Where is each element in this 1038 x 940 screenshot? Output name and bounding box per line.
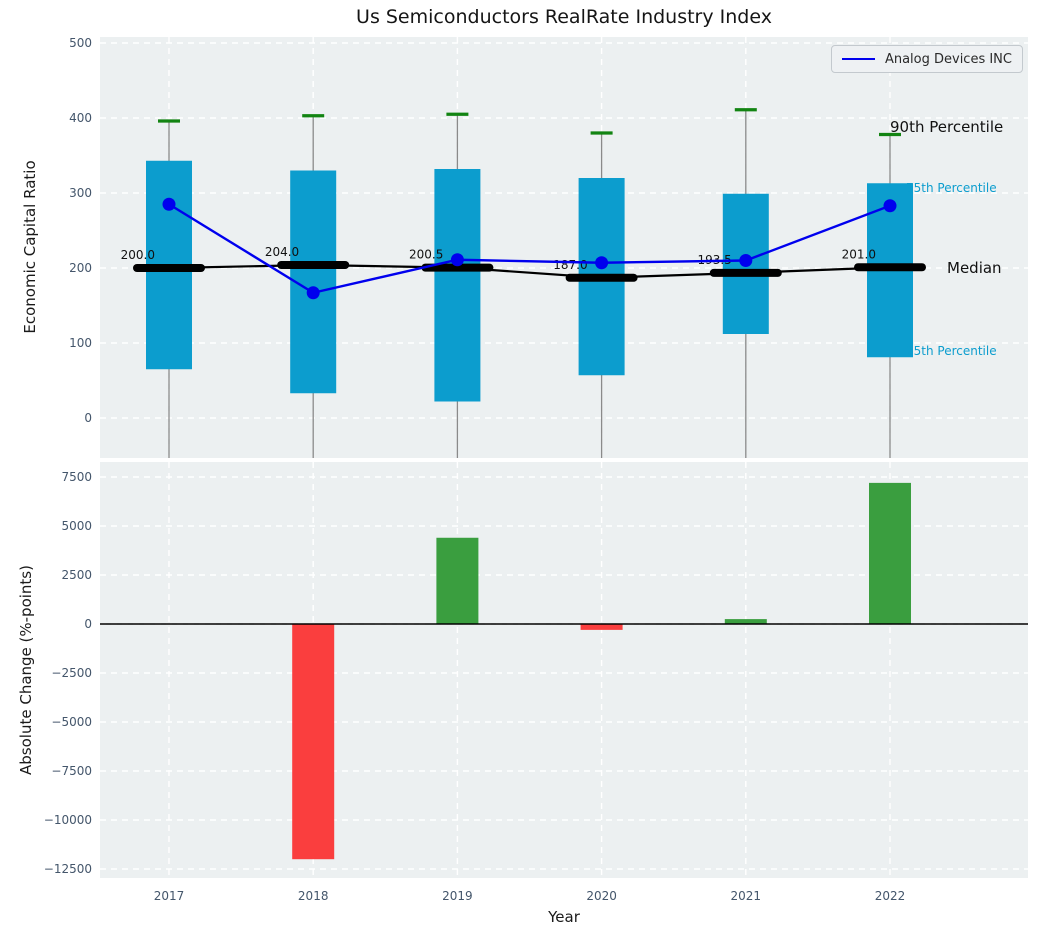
bar-2021 — [724, 619, 767, 624]
median-value-label: 200.5 — [409, 248, 443, 262]
chart-title: Us Semiconductors RealRate Industry Inde… — [356, 6, 772, 28]
annotation-median: Median — [947, 259, 1002, 277]
xtick-label: 2017 — [154, 889, 185, 903]
analog-devices-line — [168, 203, 891, 295]
ytick-top: 500 — [69, 36, 92, 50]
bar-2019 — [436, 537, 479, 624]
legend-label: Analog Devices INC — [884, 51, 1012, 67]
legend-line-sample — [842, 58, 875, 60]
xtick-label: 2022 — [875, 889, 906, 903]
xlabel: Year — [548, 908, 580, 926]
analog-devices-marker — [450, 253, 464, 267]
analog-devices-marker — [162, 197, 176, 211]
box-2018 — [290, 170, 337, 394]
xtick-label: 2018 — [298, 889, 329, 903]
median-value-label: 201.0 — [842, 247, 876, 261]
ylabel-top: Economic Capital Ratio — [21, 160, 39, 334]
annotation-90th-percentile: 90th Percentile — [890, 118, 1004, 136]
xtick-label: 2020 — [586, 889, 617, 903]
ytick-top: 100 — [69, 336, 92, 350]
analog-devices-marker — [595, 256, 609, 270]
median-value-label: 187.0 — [553, 258, 587, 272]
ytick-bottom: −2500 — [51, 666, 92, 680]
ytick-bottom: −5000 — [51, 715, 92, 729]
annotation-75th-percentile: 75th Percentile — [906, 181, 997, 195]
ytick-bottom: 5000 — [61, 519, 92, 533]
xtick-label: 2021 — [731, 889, 762, 903]
ytick-top: 300 — [69, 186, 92, 200]
xtick-label: 2019 — [442, 889, 473, 903]
ytick-top: 200 — [69, 261, 92, 275]
ytick-bottom: −7500 — [51, 764, 92, 778]
ytick-top: 400 — [69, 111, 92, 125]
analog-devices-marker — [739, 254, 753, 267]
ytick-bottom: −12500 — [44, 862, 92, 876]
box-2019 — [434, 169, 481, 402]
analog-devices-marker — [306, 286, 320, 300]
bar-2022 — [869, 482, 911, 624]
bar-2018 — [292, 624, 335, 860]
annotation-25th-percentile: 25th Percentile — [906, 344, 997, 358]
ylabel-bottom: Absolute Change (%-points) — [17, 565, 35, 775]
ytick-bottom: 2500 — [61, 568, 92, 582]
ytick-bottom: 7500 — [61, 470, 92, 484]
ytick-top: 0 — [84, 411, 92, 425]
analog-devices-marker — [883, 199, 897, 213]
median-value-label: 204.0 — [265, 245, 299, 259]
median-value-label: 200.0 — [121, 248, 155, 262]
bar-2020 — [580, 624, 623, 630]
ytick-bottom: −10000 — [44, 813, 92, 827]
legend: Analog Devices INC — [831, 45, 1023, 73]
ytick-bottom: 0 — [84, 617, 92, 631]
